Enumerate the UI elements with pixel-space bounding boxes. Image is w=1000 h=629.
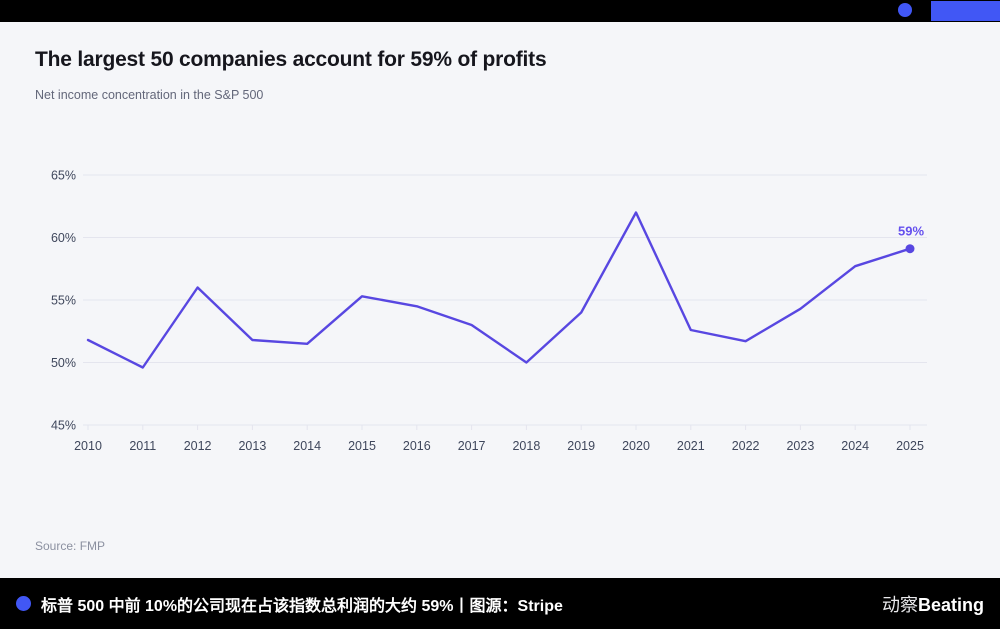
brand-logo: 动察Beating: [882, 591, 984, 617]
svg-text:2011: 2011: [129, 439, 156, 453]
brand-en: Beating: [917, 594, 984, 615]
chart-card: The largest 50 companies account for 59%…: [0, 22, 1000, 578]
svg-text:55%: 55%: [51, 294, 76, 308]
svg-text:50%: 50%: [51, 356, 76, 370]
brand-dot-icon: [898, 3, 912, 17]
svg-text:45%: 45%: [51, 419, 76, 433]
svg-text:2019: 2019: [567, 439, 595, 453]
svg-text:59%: 59%: [898, 224, 924, 239]
svg-text:2018: 2018: [512, 439, 540, 453]
svg-text:60%: 60%: [51, 231, 76, 245]
brand-cn: 动察: [881, 594, 918, 615]
brand-square-icon: [931, 1, 1000, 21]
line-chart: 45% 50% 55% 60% 65% 2010 2011 2012 2013 2014 2015 2…: [51, 169, 927, 453]
bullet-icon: [16, 596, 31, 611]
svg-text:2015: 2015: [348, 439, 376, 453]
footer-bar: 标普 500 中前 10%的公司现在占该指数总利润的大约 59%丨图源：Stri…: [0, 578, 1000, 629]
chart-title: The largest 50 companies account for 59%…: [35, 48, 547, 71]
source-label: Source: FMP: [35, 539, 106, 553]
svg-text:2017: 2017: [458, 439, 486, 453]
svg-text:2010: 2010: [74, 439, 102, 453]
svg-text:2024: 2024: [841, 439, 869, 453]
svg-text:2022: 2022: [732, 439, 760, 453]
svg-text:2023: 2023: [786, 439, 814, 453]
svg-text:65%: 65%: [51, 169, 76, 183]
svg-text:2012: 2012: [184, 439, 212, 453]
top-bar: [0, 0, 1000, 22]
svg-text:2020: 2020: [622, 439, 650, 453]
chart-subtitle: Net income concentration in the S&P 500: [35, 88, 264, 102]
svg-text:2013: 2013: [238, 439, 266, 453]
footer-caption: 标普 500 中前 10%的公司现在占该指数总利润的大约 59%丨图源：Stri…: [41, 597, 563, 615]
svg-text:2016: 2016: [403, 439, 431, 453]
svg-text:2021: 2021: [677, 439, 705, 453]
svg-text:2014: 2014: [293, 439, 321, 453]
svg-text:2025: 2025: [896, 439, 924, 453]
